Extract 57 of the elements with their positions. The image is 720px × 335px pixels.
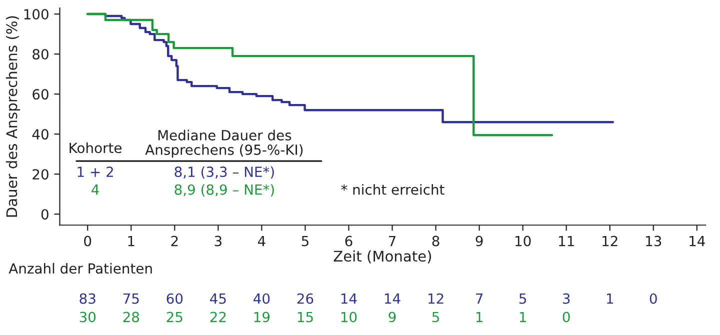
text: 9 — [388, 312, 396, 322]
y-tick-label: 40 — [32, 129, 48, 140]
text: 1 — [476, 312, 482, 322]
text: 14 — [341, 294, 357, 304]
text: 1 — [606, 294, 613, 304]
y-tick-label: 100 — [24, 9, 48, 20]
y-tick-label: 80 — [32, 49, 48, 60]
x-axis-title: Zeit (Monate) — [334, 250, 431, 264]
text: 60 — [166, 293, 183, 304]
y-axis-title: Dauer des Ansprechens (%) — [6, 16, 20, 217]
text: 5 — [432, 312, 439, 322]
text: 83 — [80, 293, 96, 304]
annotation: 4 — [92, 184, 99, 195]
x-tick-label: 9 — [476, 236, 483, 246]
text: 0 — [650, 293, 657, 304]
text: 12 — [428, 293, 444, 304]
x-tick-label: 2 — [171, 236, 178, 246]
y-tick-label: 0 — [41, 209, 48, 220]
text: 22 — [210, 312, 226, 322]
x-tick-label: 0 — [84, 236, 92, 246]
annotation: Kohorte — [70, 142, 122, 154]
text: 26 — [297, 293, 314, 304]
annotation: 8,9 (8,9 – NE*) — [174, 184, 274, 196]
x-tick-label: 12 — [602, 236, 618, 246]
x-tick-label: 7 — [388, 236, 396, 246]
annotation: 8,1 (3,3 – NE*) — [174, 166, 274, 179]
x-tick-label: 5 — [302, 236, 308, 246]
text: 15 — [298, 312, 313, 322]
text: 25 — [166, 312, 182, 322]
text: 30 — [80, 312, 96, 322]
x-tick-label: 11 — [559, 236, 574, 246]
text: 10 — [341, 312, 357, 322]
text: 1 — [520, 312, 526, 322]
x-tick-label: 10 — [516, 236, 531, 246]
x-tick-label: 13 — [646, 236, 662, 246]
y-tick-label: 60 — [32, 89, 48, 100]
text: 28 — [123, 312, 140, 322]
annotation: * nicht erreicht — [341, 184, 444, 195]
text: 75 — [123, 294, 139, 304]
text: 19 — [254, 312, 270, 322]
y-tick-label: 20 — [32, 169, 48, 180]
annotation: 1 + 2 — [78, 166, 113, 177]
text: 14 — [384, 294, 400, 304]
text: Anzahl der Patienten — [8, 262, 152, 274]
text: 45 — [210, 294, 226, 304]
x-tick-label: 3 — [214, 236, 222, 246]
annotation: Mediane Dauer des Ansprechens (95-%-KI) — [145, 130, 303, 158]
text: 5 — [519, 294, 526, 304]
text: 7 — [476, 294, 483, 304]
x-tick-label: 14 — [690, 236, 705, 246]
text: 40 — [254, 293, 270, 304]
x-tick-label: 1 — [128, 236, 134, 246]
x-tick-label: 4 — [258, 236, 266, 246]
x-tick-label: 6 — [345, 236, 352, 246]
text: 0 — [562, 312, 570, 322]
text: 3 — [562, 293, 570, 304]
x-tick-label: 8 — [432, 236, 440, 246]
